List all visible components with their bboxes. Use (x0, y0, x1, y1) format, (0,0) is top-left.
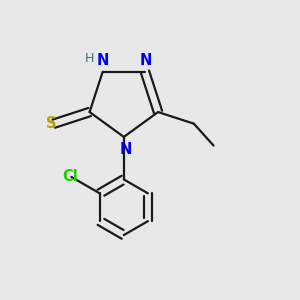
Text: N: N (97, 53, 109, 68)
Text: Cl: Cl (62, 169, 78, 184)
Text: H: H (85, 52, 94, 65)
Text: N: N (119, 142, 132, 157)
Text: N: N (140, 53, 152, 68)
Text: S: S (46, 116, 56, 130)
